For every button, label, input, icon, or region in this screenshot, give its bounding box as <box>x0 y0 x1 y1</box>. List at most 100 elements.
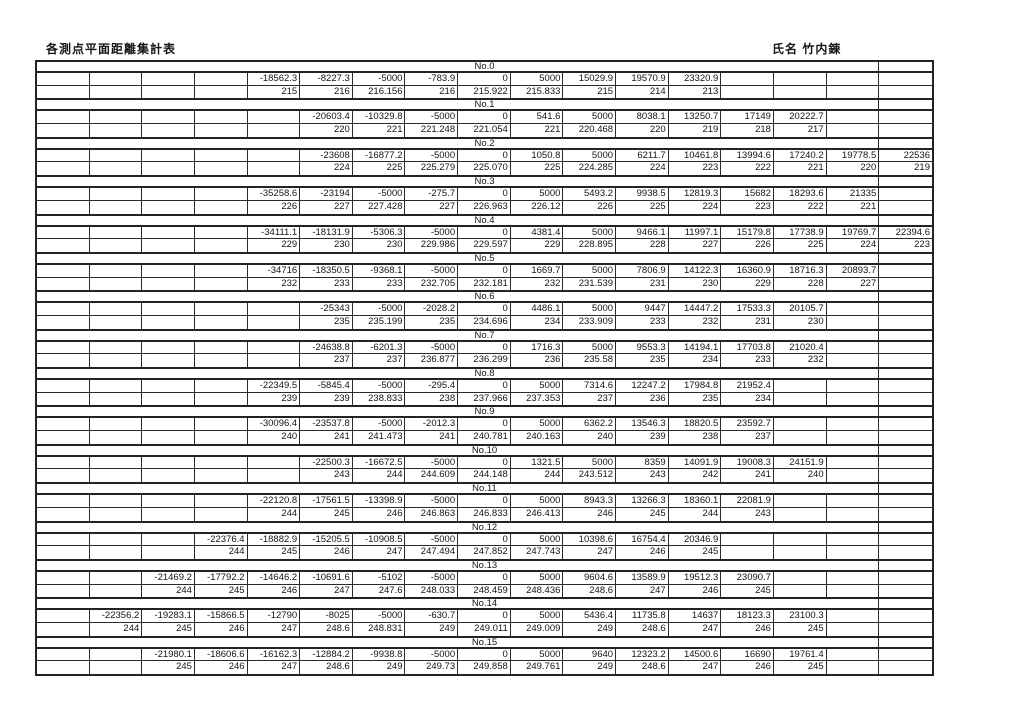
table-cell: 20222.7 <box>774 111 827 124</box>
table-cell: 17533.3 <box>721 303 774 315</box>
table-cell: 16360.9 <box>721 264 774 277</box>
table-cell: 0 <box>458 264 511 277</box>
table-cell: 246.833 <box>458 507 511 521</box>
table-cell: 20105.7 <box>774 303 827 315</box>
table-cell: 241.473 <box>353 431 406 444</box>
table-cell <box>195 239 248 252</box>
table-cell: 0 <box>458 149 511 162</box>
section-value-row: 239 239 238.833 238 237.966 237.353 237 236 235 2… <box>37 392 932 406</box>
table-cell <box>37 610 90 622</box>
table-cell <box>879 638 932 647</box>
table-cell: -23537.8 <box>300 418 353 431</box>
table-cell: 232 <box>248 277 301 291</box>
table-cell: 246 <box>721 661 774 674</box>
table-cell <box>90 648 143 661</box>
table-cell: 234 <box>669 354 722 367</box>
section-value-row: 244 245 246 246.863 246.833 246.413 246 245 244 2… <box>37 507 932 521</box>
table-cell <box>142 85 195 99</box>
table-cell: 217 <box>774 124 827 137</box>
table-cell: 225 <box>774 239 827 252</box>
table-cell: -10691.6 <box>300 571 353 584</box>
table-cell: -35258.6 <box>248 188 301 200</box>
table-cell: 243 <box>616 469 669 483</box>
table-cell: -5845.4 <box>300 380 353 392</box>
table-cell: 21952.4 <box>721 380 774 392</box>
table-cell: 4381.4 <box>511 226 564 239</box>
table-cell: 20893.7 <box>827 264 880 277</box>
table-cell: 237 <box>563 392 617 406</box>
table-cell <box>90 303 143 315</box>
section-title-cell: No.13 <box>37 560 880 571</box>
table-cell <box>90 661 143 674</box>
table-cell <box>195 162 248 176</box>
table-cell: 249.761 <box>511 661 564 674</box>
table-cell: -5000 <box>405 149 459 162</box>
table-cell: 17984.8 <box>669 380 722 392</box>
table-cell <box>90 431 143 444</box>
table-cell <box>142 124 195 137</box>
table-cell: 19769.7 <box>827 226 880 239</box>
table-cell: 9466.1 <box>616 226 669 239</box>
table-cell <box>90 277 143 291</box>
table-cell: -783.9 <box>405 73 459 85</box>
table-cell: 244 <box>90 622 143 636</box>
table-cell <box>142 495 195 507</box>
table-cell: 222 <box>774 200 827 214</box>
table-cell: 19761.4 <box>774 648 827 661</box>
table-cell: 232 <box>669 315 722 329</box>
table-cell: 229.986 <box>405 239 459 252</box>
table-cell <box>879 177 932 186</box>
table-cell <box>37 431 90 444</box>
table-cell: 19008.3 <box>721 456 774 469</box>
section-label: No.3 <box>474 176 495 188</box>
table-cell <box>37 380 90 392</box>
table-cell: 14091.9 <box>669 456 722 469</box>
table-cell: 238.833 <box>353 392 406 406</box>
table-cell <box>195 226 248 239</box>
section-title-row: No.3 <box>37 175 932 189</box>
table-cell: -10908.5 <box>353 533 406 546</box>
table-cell: 233 <box>721 354 774 367</box>
table-cell: 9447 <box>616 303 669 315</box>
table-cell: 223 <box>721 200 774 214</box>
table-cell <box>774 571 827 584</box>
table-cell: 13546.3 <box>616 418 669 431</box>
table-cell <box>195 507 248 521</box>
table-cell <box>142 380 195 392</box>
table-cell <box>879 561 932 570</box>
table-cell <box>195 73 248 85</box>
table-cell: 249.011 <box>458 622 511 636</box>
table-cell <box>142 533 195 546</box>
table-cell: -23608 <box>300 149 353 162</box>
table-cell: -8227.3 <box>300 73 353 85</box>
table-cell <box>879 73 932 85</box>
table-cell <box>721 73 774 85</box>
section-title-cell: No.9 <box>37 406 880 417</box>
table-cell: 230 <box>669 277 722 291</box>
table-cell: 246 <box>248 584 301 598</box>
section-label: No.2 <box>474 137 495 149</box>
section-title-cell: No.7 <box>37 330 880 341</box>
table-cell: 24151.9 <box>774 456 827 469</box>
table-cell: 23592.7 <box>721 418 774 431</box>
table-cell: 233.909 <box>563 315 617 329</box>
table-cell <box>774 507 827 521</box>
table-cell: 247.852 <box>458 546 511 559</box>
section-label: No.1 <box>474 99 495 111</box>
table-cell: 15682 <box>721 188 774 200</box>
table-cell <box>827 546 880 559</box>
table-cell <box>879 610 932 622</box>
table-cell: 5000 <box>511 610 564 622</box>
table-cell <box>90 239 143 252</box>
table-cell: 244 <box>353 469 406 483</box>
table-cell: 235 <box>300 315 353 329</box>
table-cell: -630.7 <box>405 610 459 622</box>
table-cell: 240.781 <box>458 431 511 444</box>
page-title: 各測点平面距離集計表 <box>46 42 177 56</box>
table-cell: 215.922 <box>458 85 511 99</box>
table-cell: 240 <box>248 431 301 444</box>
table-cell: -5000 <box>405 264 459 277</box>
table-cell <box>37 303 90 315</box>
section-value-row: 237 237 236.877 236.299 236 235.58 235 234 233 23… <box>37 354 932 367</box>
table-cell: 233 <box>300 277 353 291</box>
